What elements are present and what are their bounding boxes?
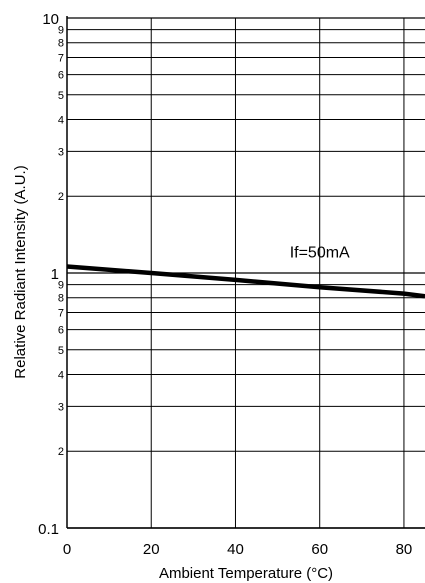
y-tick-label-minor: 4 bbox=[58, 369, 64, 381]
y-tick-label-minor: 8 bbox=[58, 293, 64, 305]
series-line bbox=[66, 264, 425, 299]
x-tick-label: 60 bbox=[311, 541, 328, 558]
y-tick-label-minor: 4 bbox=[58, 114, 64, 126]
y-tick-label-minor: 9 bbox=[58, 280, 64, 292]
annotation-label: If=50mA bbox=[290, 245, 350, 262]
y-tick-label-minor: 7 bbox=[58, 308, 64, 320]
y-tick-label-minor: 2 bbox=[58, 446, 64, 458]
x-tick-label: 40 bbox=[227, 541, 244, 558]
y-tick-label-major: 1 bbox=[51, 266, 59, 283]
y-tick-label-major: 10 bbox=[42, 11, 59, 28]
y-tick-label-minor: 5 bbox=[58, 345, 64, 357]
x-tick-label: 80 bbox=[396, 541, 413, 558]
annotations: If=50mA bbox=[290, 245, 350, 262]
y-tick-label-minor: 3 bbox=[58, 146, 64, 158]
y-tick-label-minor: 8 bbox=[58, 38, 64, 50]
y-tick-label-minor: 6 bbox=[58, 325, 64, 337]
y-tick-label-minor: 9 bbox=[58, 25, 64, 37]
x-tick-label: 0 bbox=[63, 541, 71, 558]
y-tick-label-major: 0.1 bbox=[38, 521, 59, 538]
y-tick-label-minor: 5 bbox=[58, 90, 64, 102]
x-tick-labels: 0 20 40 60 80 bbox=[63, 541, 412, 558]
grid bbox=[66, 16, 425, 529]
x-tick-label: 20 bbox=[143, 541, 160, 558]
y-axis-title: Relative Radiant Intensity (A.U.) bbox=[12, 165, 29, 378]
x-axis-title: Ambient Temperature (°C) bbox=[159, 565, 333, 582]
series-group bbox=[66, 264, 425, 299]
y-tick-label-minor: 6 bbox=[58, 70, 64, 82]
y-tick-label-minor: 7 bbox=[58, 53, 64, 65]
y-tick-label-minor: 2 bbox=[58, 191, 64, 203]
y-tick-label-minor: 3 bbox=[58, 401, 64, 413]
